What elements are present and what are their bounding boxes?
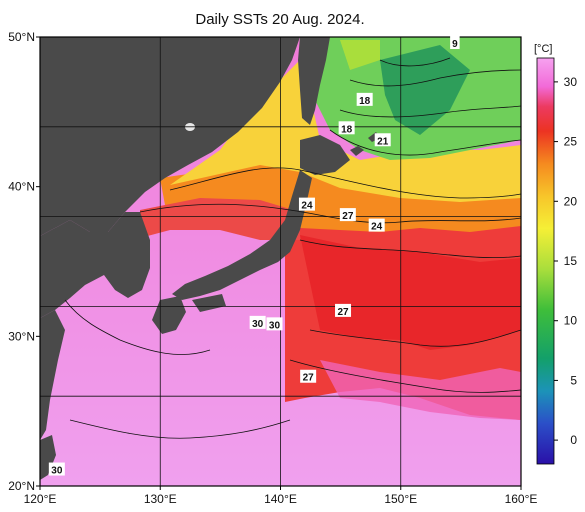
land-honshu [172,170,312,300]
land-kuril-1 [350,146,364,156]
colorbar-tick-label: 25 [564,135,578,149]
longitude-axis: 120°E 130°E 140°E 150°E 160°E [24,486,538,506]
colorbar-tick-label: 0 [570,433,577,447]
colorbar-ticks: 0 5 10 15 20 25 30 [554,75,577,447]
colorbar-tick-label: 10 [564,314,578,328]
contour-label: 27 [303,373,315,384]
land-china-coast [40,310,65,440]
colorbar-ramp [536,57,555,465]
sea-japan-sea-south [140,198,300,240]
contour-label-bg [335,303,352,317]
contour-label: 18 [359,96,371,107]
colorbar: [°C] 0 5 10 15 20 25 30 [534,43,577,465]
grid-lines [40,37,521,486]
lat-tick-label: 50°N [8,30,35,44]
sea-orange-zone [160,160,521,232]
contour-label-bg [450,35,460,49]
contour-label-bg [368,218,385,232]
lon-tick-label: 160°E [505,492,538,506]
contour-label-bg [266,317,283,331]
land-taiwan [40,435,56,480]
contour-label-bg [300,369,317,383]
contour-labels: 9 18 18 21 24 27 24 27 30 30 27 30 [48,35,460,477]
land-hokkaido [300,135,350,175]
lon-tick-label: 150°E [384,492,417,506]
sst-field [40,37,521,486]
lon-tick-label: 120°E [24,492,57,506]
colorbar-tick-label: 5 [570,373,577,387]
lon-tick-label: 140°E [264,492,297,506]
contour-label-bg [48,462,65,476]
contour-label: 27 [337,307,349,318]
land-sakhalin [298,37,330,125]
contour-lines [64,57,521,439]
contour-label-bg [249,315,266,329]
sea-kuroshio-core [300,235,521,350]
land-shikoku [192,294,226,312]
contour-label: 30 [269,320,281,331]
lat-tick-label: 20°N [8,479,35,493]
contour-label: 18 [341,124,353,135]
sea-yellow-zone [170,60,521,202]
contour-label-bg [356,92,373,106]
contour-label: 24 [371,222,383,233]
contour-label: 30 [252,319,264,330]
contour-label: 27 [342,211,354,222]
colorbar-tick-label: 20 [564,194,578,208]
lat-tick-label: 40°N [8,180,35,194]
colorbar-unit: [°C] [534,43,552,55]
contour-label: 30 [51,466,63,477]
land-korea [40,212,150,318]
lat-tick-label: 30°N [8,329,35,343]
contour-label-bg [374,133,391,147]
sea-south-pink [320,360,521,420]
colorbar-tick-label: 30 [564,75,578,89]
sea-coldest-zone [380,45,470,135]
sea-cold-edge [340,40,380,70]
contour-label: 9 [452,39,458,50]
contour-label: 24 [301,201,313,212]
contour-label-bg [339,208,356,222]
contour-label-bg [338,121,355,135]
land-asia-north [40,37,300,236]
latitude-axis: 20°N 30°N 40°N 50°N [8,30,40,493]
lon-tick-label: 130°E [144,492,177,506]
colorbar-tick-label: 15 [564,254,578,268]
contour-label: 21 [377,136,389,147]
map-title: Daily SSTs 20 Aug. 2024. [195,11,365,28]
contour-label-bg [298,197,315,211]
